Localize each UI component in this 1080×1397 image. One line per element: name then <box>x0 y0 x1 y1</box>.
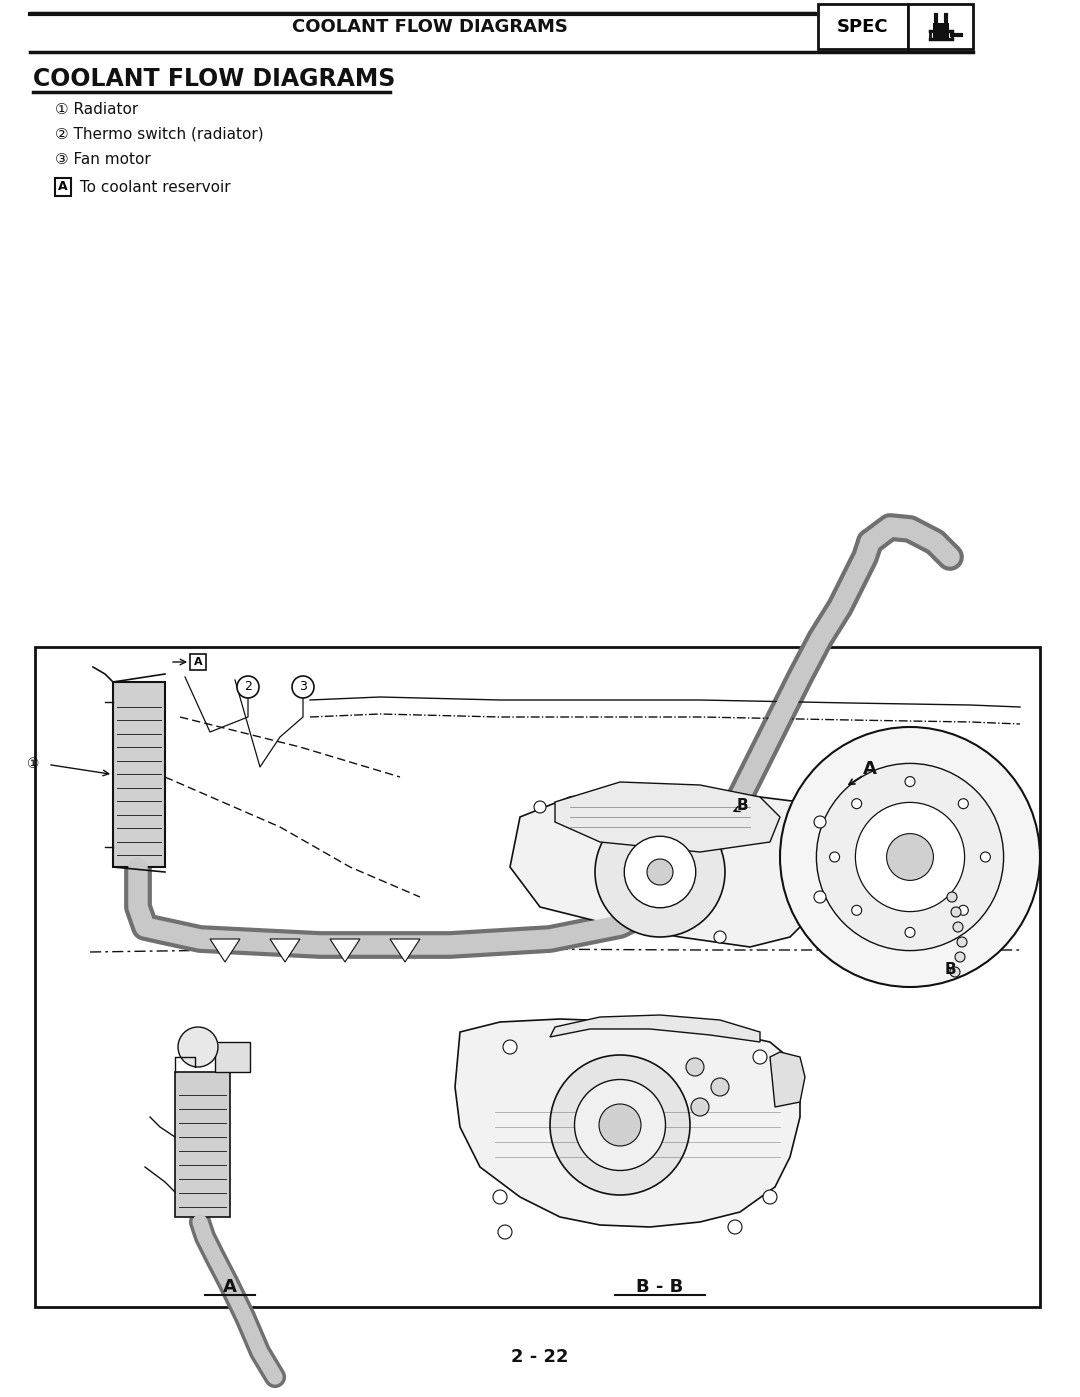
Bar <box>215 1042 249 1071</box>
Circle shape <box>957 937 967 947</box>
Circle shape <box>816 763 1003 950</box>
Text: 2 - 22: 2 - 22 <box>511 1348 569 1366</box>
Bar <box>818 4 908 49</box>
Text: To coolant reservoir: To coolant reservoir <box>75 179 231 194</box>
Circle shape <box>599 1104 642 1146</box>
Text: SPEC: SPEC <box>837 18 889 35</box>
Bar <box>932 22 948 39</box>
Circle shape <box>829 852 839 862</box>
Text: COOLANT FLOW DIAGRAMS: COOLANT FLOW DIAGRAMS <box>292 18 568 36</box>
Polygon shape <box>550 1016 760 1042</box>
Text: A: A <box>58 180 68 194</box>
Circle shape <box>905 928 915 937</box>
Circle shape <box>950 967 960 977</box>
Circle shape <box>292 676 314 698</box>
Polygon shape <box>455 1018 800 1227</box>
Text: ③ Fan motor: ③ Fan motor <box>55 151 151 166</box>
Text: ①: ① <box>27 757 39 771</box>
Text: 3: 3 <box>299 680 307 693</box>
Circle shape <box>624 837 696 908</box>
Polygon shape <box>390 939 420 963</box>
Circle shape <box>852 799 862 809</box>
Circle shape <box>575 1080 665 1171</box>
Polygon shape <box>510 787 840 947</box>
Text: B: B <box>737 798 747 813</box>
Bar <box>175 1071 230 1217</box>
Circle shape <box>753 1051 767 1065</box>
Circle shape <box>595 807 725 937</box>
Circle shape <box>953 922 963 932</box>
Circle shape <box>814 816 826 828</box>
Circle shape <box>503 1039 517 1053</box>
Circle shape <box>498 1225 512 1239</box>
Bar <box>35 647 1040 1308</box>
Text: COOLANT FLOW DIAGRAMS: COOLANT FLOW DIAGRAMS <box>33 67 395 91</box>
Circle shape <box>647 859 673 886</box>
Circle shape <box>534 800 546 813</box>
Circle shape <box>691 1098 708 1116</box>
Polygon shape <box>270 939 300 963</box>
Text: ② Thermo switch (radiator): ② Thermo switch (radiator) <box>55 127 264 141</box>
Text: 2: 2 <box>244 680 252 693</box>
Circle shape <box>492 1190 507 1204</box>
Circle shape <box>905 777 915 787</box>
Polygon shape <box>555 782 780 852</box>
Bar <box>908 4 973 49</box>
Text: A: A <box>224 1278 237 1296</box>
Polygon shape <box>210 939 240 963</box>
Bar <box>113 682 165 868</box>
Circle shape <box>711 1078 729 1097</box>
Text: ① Radiator: ① Radiator <box>55 102 138 116</box>
Circle shape <box>951 907 961 916</box>
Circle shape <box>686 1058 704 1076</box>
Text: B - B: B - B <box>636 1278 684 1296</box>
Bar <box>190 654 206 671</box>
Text: A: A <box>193 657 202 666</box>
Circle shape <box>958 905 969 915</box>
Circle shape <box>762 1190 777 1204</box>
Circle shape <box>237 676 259 698</box>
Circle shape <box>958 799 969 809</box>
Circle shape <box>550 1055 690 1194</box>
Polygon shape <box>330 939 360 963</box>
Text: A: A <box>863 760 877 778</box>
Circle shape <box>714 930 726 943</box>
Circle shape <box>887 834 933 880</box>
Circle shape <box>780 726 1040 988</box>
Circle shape <box>955 951 966 963</box>
Circle shape <box>852 905 862 915</box>
Circle shape <box>947 893 957 902</box>
Polygon shape <box>770 1052 805 1106</box>
Circle shape <box>178 1027 218 1067</box>
Circle shape <box>981 852 990 862</box>
Circle shape <box>855 802 964 912</box>
Circle shape <box>728 1220 742 1234</box>
Text: B: B <box>944 961 956 977</box>
Bar <box>55 177 71 196</box>
Circle shape <box>814 891 826 902</box>
